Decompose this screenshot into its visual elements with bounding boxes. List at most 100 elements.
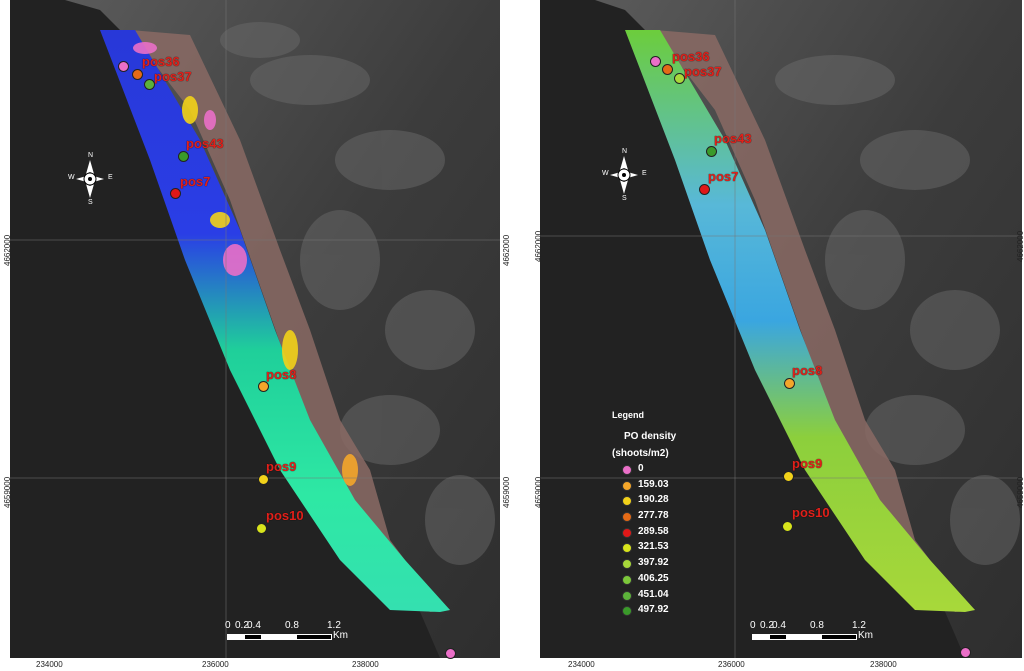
scale-segment xyxy=(227,634,245,640)
site-label-pos10: pos10 xyxy=(792,505,830,520)
site-marker-pos43 xyxy=(178,151,189,162)
compass-w: W xyxy=(68,174,75,181)
legend-item: 277.78 xyxy=(612,509,702,525)
x-tick-right-1: 234000 xyxy=(568,660,595,669)
scale-segment xyxy=(821,634,857,640)
site-label-pos43: pos43 xyxy=(714,131,752,146)
legend-item: 289.58 xyxy=(612,525,702,541)
legend-subtitle-2: (shoots/m2) xyxy=(612,448,669,459)
site-marker-pos37 xyxy=(674,73,685,84)
site-label-pos37: pos37 xyxy=(684,64,722,79)
y-tick-left-edge-2: 4659000 xyxy=(502,476,511,508)
compass-s: S xyxy=(88,199,93,206)
x-tick-right-3: 238000 xyxy=(870,660,897,669)
scale-segment xyxy=(244,634,262,640)
legend-swatch xyxy=(622,559,632,570)
legend-swatch xyxy=(622,590,632,601)
site-label-pos37: pos37 xyxy=(154,69,192,84)
compass-rose-left: N S W E xyxy=(68,152,113,206)
site-marker-pink xyxy=(118,61,129,72)
legend-label: 406.25 xyxy=(638,572,669,584)
site-marker-pink xyxy=(650,56,661,67)
y-tick-left-1: 4662000 xyxy=(3,234,12,266)
compass-e: E xyxy=(642,170,647,177)
compass-n: N xyxy=(622,148,628,155)
scale-segment xyxy=(769,634,787,640)
legend-subtitle-1: PO density xyxy=(624,431,677,442)
legend-item: 0 xyxy=(612,462,702,478)
site-marker-pink-south xyxy=(960,647,971,658)
scale-unit: Km xyxy=(333,630,348,641)
site-marker-pos36 xyxy=(662,64,673,75)
density-patches-left xyxy=(133,42,358,486)
site-marker-pos43 xyxy=(706,146,717,157)
site-label-pos43: pos43 xyxy=(186,136,224,151)
site-label-pos9: pos9 xyxy=(266,459,297,474)
site-marker-pos9 xyxy=(783,471,794,482)
terrain-texture-right xyxy=(775,55,1020,565)
site-marker-pos9 xyxy=(258,474,269,485)
scale-segment xyxy=(261,634,297,640)
site-label-pos10: pos10 xyxy=(266,508,304,523)
site-marker-pos10 xyxy=(782,521,793,532)
legend-label: 289.58 xyxy=(638,525,669,537)
compass-s: S xyxy=(622,195,627,202)
compass-icon xyxy=(610,156,638,194)
scale-segment xyxy=(296,634,332,640)
compass-w: W xyxy=(602,170,609,177)
legend-label: 277.78 xyxy=(638,510,669,522)
satellite-map-left xyxy=(10,0,500,658)
site-label-pos36: pos36 xyxy=(672,49,710,64)
x-tick-left-3: 238000 xyxy=(352,660,379,669)
legend: Legend PO density (shoots/m2) 0 159.03 190… xyxy=(612,410,702,619)
legend-title: Legend xyxy=(612,410,645,420)
legend-swatch xyxy=(622,606,632,617)
scale-label: 0 xyxy=(225,620,231,631)
site-label-pos9: pos9 xyxy=(792,456,823,471)
site-marker-pos7 xyxy=(170,188,181,199)
site-marker-pos10 xyxy=(256,523,267,534)
site-label-pos8: pos8 xyxy=(266,367,297,382)
legend-label: 190.28 xyxy=(638,494,669,506)
legend-swatch xyxy=(622,480,632,491)
legend-label: 497.92 xyxy=(638,604,669,616)
site-marker-pos37 xyxy=(144,79,155,90)
legend-item: 397.92 xyxy=(612,556,702,572)
scale-label: 0.4 xyxy=(247,620,261,631)
legend-swatch xyxy=(622,496,632,507)
scale-label: 1.2 xyxy=(327,620,341,631)
compass-n: N xyxy=(88,152,94,159)
site-marker-pink-south xyxy=(445,648,456,659)
legend-swatch xyxy=(622,543,632,554)
x-tick-right-2: 236000 xyxy=(718,660,745,669)
legend-item: 497.92 xyxy=(612,603,702,619)
y-tick-left-edge-1: 4662000 xyxy=(502,234,511,266)
scale-label: 0.2 xyxy=(235,620,249,631)
site-marker-pos36 xyxy=(132,69,143,80)
site-marker-pos7 xyxy=(699,184,710,195)
y-tick-right-edge-2: 4659000 xyxy=(1016,476,1024,508)
x-tick-left-2: 236000 xyxy=(202,660,229,669)
terrain-texture-left xyxy=(220,22,495,565)
site-label-pos8: pos8 xyxy=(792,363,823,378)
x-tick-left-1: 234000 xyxy=(36,660,63,669)
scale-label: 0 xyxy=(750,620,756,631)
scale-segment xyxy=(752,634,770,640)
scale-unit: Km xyxy=(858,630,873,641)
legend-item: 321.53 xyxy=(612,540,702,556)
site-marker-pos8 xyxy=(258,381,269,392)
legend-items: 0 159.03 190.28 277.78 289.58 321.53 397.92 406… xyxy=(612,462,702,619)
legend-label: 0 xyxy=(638,463,644,474)
legend-swatch xyxy=(622,465,632,475)
site-marker-pos8 xyxy=(784,378,795,389)
scale-bar-left: 0 0.2 0.4 0.8 1.2 Km xyxy=(225,620,355,650)
scale-label: 0.8 xyxy=(285,620,299,631)
compass-e: E xyxy=(108,174,113,181)
scale-bar-right: 0 0.2 0.4 0.8 1.2 Km xyxy=(750,620,880,650)
legend-swatch xyxy=(622,512,632,523)
legend-item: 406.25 xyxy=(612,572,702,588)
satellite-map-right xyxy=(540,0,1022,658)
y-tick-right-2: 4659000 xyxy=(534,476,543,508)
map-panel-left: N S W E 0 0.2 0.4 0.8 1.2 Km xyxy=(10,0,500,658)
y-tick-right-1: 4662000 xyxy=(534,230,543,262)
